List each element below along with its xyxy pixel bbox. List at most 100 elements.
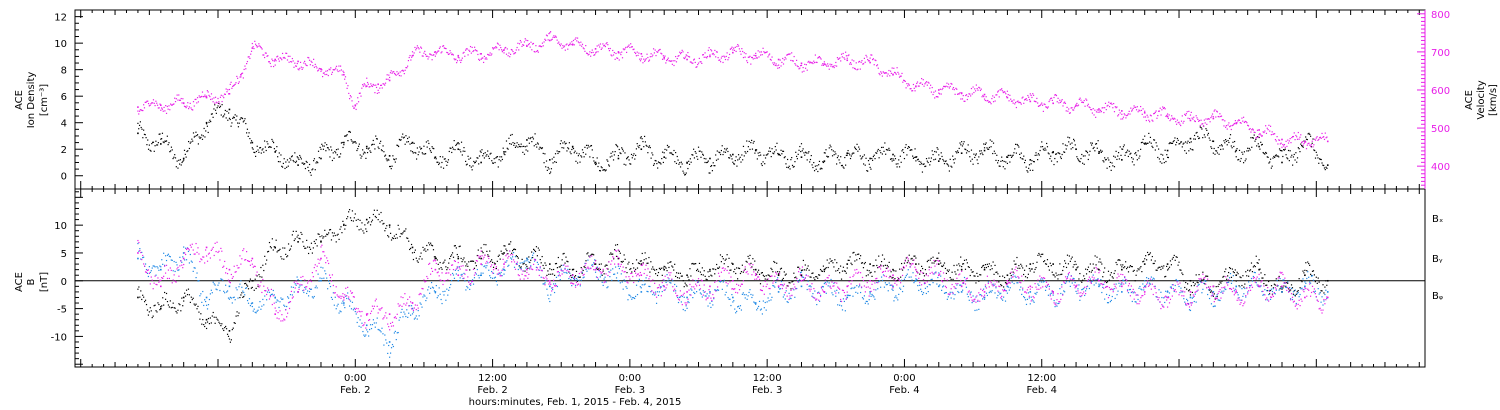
data-point xyxy=(871,54,873,56)
data-point xyxy=(813,161,815,164)
data-point xyxy=(243,68,245,71)
data-point xyxy=(686,162,688,165)
data-point xyxy=(318,233,320,235)
data-point xyxy=(1003,160,1005,163)
data-point xyxy=(1305,148,1308,150)
data-point xyxy=(840,156,842,158)
data-point xyxy=(853,152,855,154)
data-point xyxy=(892,268,894,271)
data-point xyxy=(892,73,894,75)
data-point xyxy=(974,154,977,156)
data-point xyxy=(442,167,445,169)
data-point xyxy=(570,43,572,46)
data-point xyxy=(448,53,450,55)
data-point xyxy=(424,153,426,155)
data-point xyxy=(342,70,344,72)
data-point xyxy=(442,156,444,158)
data-point xyxy=(763,51,765,53)
data-point xyxy=(1179,269,1181,271)
data-point xyxy=(661,157,663,160)
data-point xyxy=(804,67,807,69)
data-point xyxy=(869,272,871,274)
data-point xyxy=(899,268,901,270)
data-point xyxy=(645,258,647,260)
data-point xyxy=(442,45,444,47)
data-point xyxy=(341,74,343,76)
data-point xyxy=(818,164,820,166)
data-point xyxy=(343,73,345,76)
data-point xyxy=(457,56,459,58)
data-point xyxy=(1087,103,1089,105)
data-point xyxy=(1261,277,1263,279)
data-point xyxy=(979,89,982,92)
data-point xyxy=(1104,267,1106,269)
data-point xyxy=(1099,149,1102,151)
data-point xyxy=(290,156,293,158)
data-point xyxy=(1001,156,1003,158)
data-point xyxy=(1240,157,1242,160)
data-point xyxy=(622,150,624,152)
data-point xyxy=(833,66,835,69)
data-point xyxy=(159,309,161,311)
data-point xyxy=(548,168,550,170)
data-point xyxy=(1107,104,1109,106)
data-point xyxy=(375,84,377,86)
data-point xyxy=(617,279,620,282)
data-point xyxy=(725,258,727,260)
data-point xyxy=(1011,268,1013,270)
data-point xyxy=(1318,281,1320,283)
data-point xyxy=(715,159,718,161)
data-point xyxy=(781,153,783,155)
data-point xyxy=(1278,275,1280,278)
data-point xyxy=(1049,262,1051,264)
data-point xyxy=(730,47,732,50)
data-point xyxy=(1318,162,1320,164)
data-point xyxy=(923,85,925,87)
bx-series xyxy=(137,209,1329,343)
data-point xyxy=(541,147,544,149)
data-point xyxy=(797,266,799,268)
data-point xyxy=(1180,141,1183,143)
data-point xyxy=(1258,136,1260,139)
data-point xyxy=(979,150,981,152)
data-point xyxy=(1140,266,1142,268)
data-point xyxy=(176,160,178,162)
data-point xyxy=(756,158,758,160)
data-point xyxy=(388,155,391,157)
data-point xyxy=(181,161,183,164)
data-point xyxy=(244,283,246,285)
data-point xyxy=(767,274,769,276)
data-point xyxy=(567,147,569,149)
data-point xyxy=(834,65,836,67)
data-point xyxy=(536,49,539,52)
data-point xyxy=(474,46,476,48)
data-point xyxy=(255,150,258,153)
data-point xyxy=(612,151,614,153)
data-point xyxy=(528,142,530,144)
data-point xyxy=(1053,96,1055,99)
data-point xyxy=(421,258,423,260)
data-point xyxy=(1189,117,1191,120)
data-point xyxy=(1021,158,1023,160)
data-point xyxy=(1186,111,1188,113)
data-point xyxy=(986,263,988,265)
data-point xyxy=(410,150,412,152)
data-point xyxy=(733,47,735,49)
data-point xyxy=(1263,131,1265,134)
data-point xyxy=(891,67,893,69)
data-point xyxy=(335,65,338,67)
data-point xyxy=(1148,132,1150,135)
data-point xyxy=(607,268,609,270)
data-point xyxy=(1193,284,1195,287)
data-point xyxy=(423,249,425,251)
data-point xyxy=(965,259,968,261)
data-point xyxy=(171,104,173,106)
data-point xyxy=(890,271,892,273)
data-point xyxy=(827,63,829,65)
data-point xyxy=(638,262,641,265)
data-point xyxy=(443,158,445,160)
data-point xyxy=(578,153,580,155)
data-point xyxy=(823,61,825,63)
data-point xyxy=(835,61,837,64)
data-point xyxy=(800,269,803,271)
